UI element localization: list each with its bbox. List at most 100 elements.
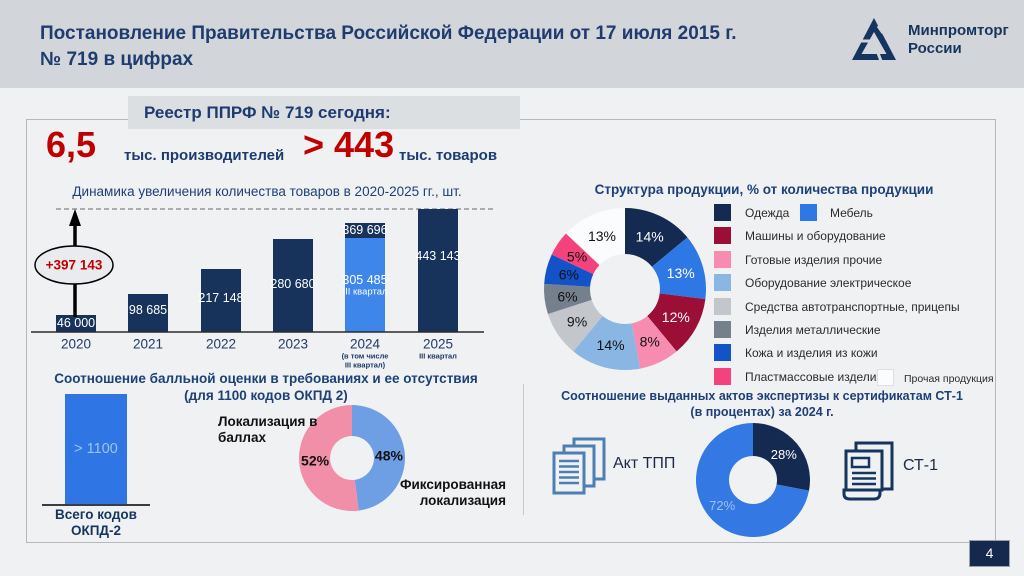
legend-swatch: [714, 274, 731, 291]
bar: [418, 209, 458, 332]
legend-swatch: [714, 298, 731, 315]
donut-slice: [547, 299, 603, 352]
x-axis-label: 2022: [206, 337, 236, 352]
ct1-split-title: Соотношение выданных актов экспертизы к …: [533, 388, 991, 420]
percent-label: 28%: [771, 447, 797, 462]
percent-label: 6%: [557, 288, 577, 304]
donut-slice: [543, 283, 592, 315]
page-title: Постановление Правительства Российской Ф…: [40, 21, 737, 73]
legend-label: Машины и оборудование: [745, 229, 886, 243]
score-split-donut-chart: 48% 52%: [298, 405, 405, 511]
percent-label: 14%: [636, 229, 664, 245]
bar: [273, 239, 313, 332]
legend-label: Кожа и изделия из кожи: [745, 346, 878, 360]
page-title-line2: № 719 в цифрах: [40, 49, 194, 70]
logo-text-line2: России: [908, 40, 962, 57]
donut-slice: [352, 405, 405, 511]
percent-label: 13%: [588, 228, 616, 244]
legend-swatch: [714, 204, 731, 221]
bar-value-label: 443 143: [415, 249, 460, 263]
donut-slice: [573, 315, 641, 371]
legend-label: Пластмассовые изделия: [745, 370, 883, 384]
score-split-title-line2: (для 1100 кодов ОКПД 2): [184, 387, 348, 403]
percent-label: 52%: [301, 452, 330, 468]
legend-swatch: [877, 369, 894, 386]
bar-segment-total: [345, 223, 385, 238]
logo-text: Минпромторг России: [908, 22, 1009, 58]
score-split-title-line1: Соотношение балльной оценки в требования…: [54, 371, 478, 386]
x-axis-label: 2024: [350, 337, 381, 352]
minpromtorg-logo: Минпромторг России: [850, 17, 1009, 63]
x-axis-sub-label: III квартал: [419, 352, 457, 361]
legend-swatch: [714, 251, 731, 268]
donut-slice: [544, 254, 594, 287]
bar-value-label: 280 680: [270, 277, 315, 291]
growth-annotation-bubble: [34, 245, 114, 285]
x-axis-sub-label: III квартал): [345, 361, 386, 370]
donut-slice: [647, 293, 706, 352]
logo-text-line1: Минпромторг: [908, 22, 1009, 39]
legend-swatch: [714, 368, 731, 385]
fixed-localization-label: Фиксированная локализация: [399, 477, 506, 508]
goods-growth-title: Динамика увеличения количества товаров в…: [72, 184, 462, 199]
product-structure-title: Структура продукции, % от количества про…: [594, 182, 934, 197]
x-axis-label: 2021: [133, 337, 163, 352]
x-axis-label: 2023: [278, 337, 308, 352]
page-title-line1: Постановление Правительства Российской Ф…: [40, 23, 737, 44]
akt-tpp-label: Акт ТПП: [613, 455, 676, 472]
percent-label: 5%: [567, 248, 587, 264]
legend-label: Мебель: [830, 206, 873, 220]
legend-label: Готовые изделия прочие: [745, 253, 883, 267]
growth-annotation-text: +397 143: [46, 258, 103, 273]
legend-label: Оборудование электрическое: [745, 276, 912, 290]
product-structure-donut-chart: 14%13%12%8%14%9%6%6%5%13%: [543, 208, 706, 371]
legend-swatch: [714, 227, 731, 244]
score-split-title: Соотношение балльной оценки в требования…: [30, 371, 502, 404]
legend-label: Одежда: [745, 206, 790, 220]
goods-growth-bar-chart: 46 000 2020 98 685 2021 217 148 2022 280 680 20…: [31, 208, 496, 370]
ct1-split-donut-chart: 28% 72%: [695, 423, 810, 537]
ct1-split-title-line2: (в процентах) за 2024 г.: [690, 405, 834, 419]
percent-label: 6%: [559, 267, 579, 283]
legend-label: Средства автотранспортные, прицепы: [745, 300, 960, 314]
producers-stat-value: 6,5: [46, 124, 97, 165]
x-axis-sub-label: (в том числе: [342, 352, 389, 361]
ct1-split-title-line1: Соотношение выданных актов экспертизы к …: [561, 389, 963, 403]
donut-slice: [625, 208, 688, 267]
bar-value-label: 46 000: [57, 316, 95, 330]
documents-stack-icon: [552, 437, 606, 495]
legend-swatch: [714, 344, 731, 361]
bar-value-label: 217 148: [198, 291, 243, 305]
percent-label: 72%: [709, 498, 735, 513]
okpd-bar-caption: Всего кодов ОКПД-2: [26, 507, 166, 538]
percent-label: 9%: [567, 314, 587, 330]
bar: [128, 294, 168, 332]
okpd-bar-axis: [42, 504, 150, 506]
bar-value-label: 305 485: [342, 273, 387, 287]
legend-label: Прочая продукция: [904, 373, 994, 385]
growth-arrow-head: [69, 209, 81, 226]
bar-value-label: 369 696: [342, 223, 387, 237]
bar-value-label: 98 685: [129, 303, 167, 317]
bar: [56, 315, 96, 332]
okpd-caption-line1: Всего кодов: [55, 507, 137, 522]
donut-slice: [753, 423, 810, 491]
percent-label: 8%: [640, 333, 660, 349]
donut-slice: [651, 237, 706, 300]
percent-label: 12%: [662, 309, 690, 325]
section-divider: [523, 384, 524, 515]
registry-badge: Реестр ППРФ № 719 сегодня:: [128, 96, 520, 129]
header-band: Постановление Правительства Российской Ф…: [0, 0, 1024, 88]
bar: [201, 269, 241, 332]
donut-slice: [695, 423, 809, 537]
percent-label: 13%: [667, 265, 695, 281]
percent-label: 48%: [375, 448, 404, 464]
ct1-label: СТ-1: [903, 457, 939, 474]
goods-stat-value: > 443: [303, 124, 395, 165]
legend-swatch: [714, 321, 731, 338]
points-localization-label: Локализация в баллах: [218, 414, 318, 445]
slide-number: 4: [969, 540, 1010, 567]
x-axis-label: 2020: [61, 337, 91, 352]
donut-slice: [565, 208, 625, 266]
